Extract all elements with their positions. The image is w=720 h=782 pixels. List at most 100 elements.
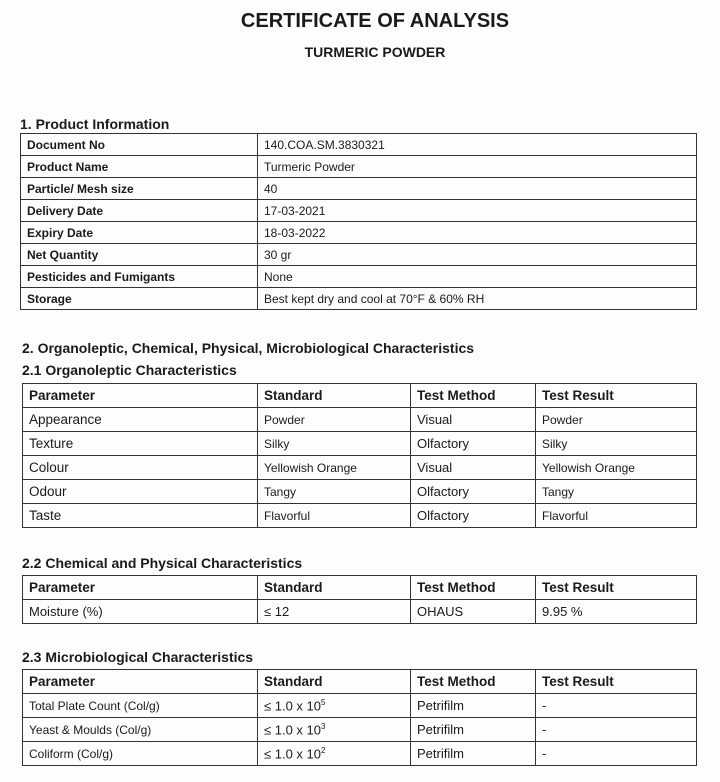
parameter-cell: Moisture (%)	[22, 599, 258, 624]
field-value: 17-03-2021	[257, 199, 697, 222]
parameter-cell: Appearance	[22, 407, 258, 432]
standard-cell: ≤ 1.0 x 103	[257, 717, 411, 742]
table-row: Total Plate Count (Col/g) ≤ 1.0 x 105 Petr…	[22, 693, 697, 718]
organoleptic-heading: 2.1 Organoleptic Characteristics	[22, 362, 237, 378]
organoleptic-table: Parameter Standard Test Method Test Result A…	[22, 383, 697, 528]
table-row: Taste Flavorful Olfactory Flavorful	[22, 503, 697, 528]
method-cell: Visual	[410, 407, 536, 432]
table-row: Moisture (%) ≤ 12 OHAUS 9.95 %	[22, 599, 697, 624]
table-row: Storage Best kept dry and cool at 70°F & …	[20, 287, 697, 310]
header-row: Parameter Standard Test Method Test Result	[22, 575, 697, 600]
column-header: Test Method	[410, 383, 536, 408]
result-cell: Yellowish Orange	[535, 455, 697, 480]
result-cell: Tangy	[535, 479, 697, 504]
parameter-cell: Coliform (Col/g)	[22, 741, 258, 766]
method-cell: Olfactory	[410, 431, 536, 456]
column-header: Standard	[257, 383, 411, 408]
table-row: Texture Silky Olfactory Silky	[22, 431, 697, 456]
table-row: Product Name Turmeric Powder	[20, 155, 697, 178]
standard-value: ≤ 1.0 x 10	[264, 722, 322, 738]
field-value: 140.COA.SM.3830321	[257, 133, 697, 156]
column-header: Parameter	[22, 383, 258, 408]
method-cell: Petrifilm	[410, 741, 536, 766]
standard-cell: Silky	[257, 431, 411, 456]
field-value: Best kept dry and cool at 70°F & 60% RH	[257, 287, 697, 310]
method-cell: Olfactory	[410, 503, 536, 528]
table-row: Net Quantity 30 gr	[20, 243, 697, 266]
standard-cell: Tangy	[257, 479, 411, 504]
product-info-table: /* rows generated below */ Document No14…	[20, 133, 697, 310]
parameter-cell: Colour	[22, 455, 258, 480]
field-value: None	[257, 265, 697, 288]
column-header: Test Result	[535, 669, 697, 694]
method-cell: OHAUS	[410, 599, 536, 624]
chemical-table: Parameter Standard Test Method Test Result M…	[22, 575, 697, 624]
standard-cell: ≤ 1.0 x 102	[257, 741, 411, 766]
column-header: Test Result	[535, 383, 697, 408]
method-cell: Olfactory	[410, 479, 536, 504]
table-row: Pesticides and Fumigants None	[20, 265, 697, 288]
field-value: Turmeric Powder	[257, 155, 697, 178]
table-row: Particle/ Mesh size 40	[20, 177, 697, 200]
method-cell: Petrifilm	[410, 693, 536, 718]
table-row: Document No 140.COA.SM.3830321	[20, 133, 697, 156]
parameter-cell: Taste	[22, 503, 258, 528]
result-cell: Powder	[535, 407, 697, 432]
column-header: Test Result	[535, 575, 697, 600]
field-label: Storage	[20, 287, 258, 310]
field-value: 40	[257, 177, 697, 200]
column-header: Parameter	[22, 575, 258, 600]
column-header: Test Method	[410, 575, 536, 600]
field-label: Delivery Date	[20, 199, 258, 222]
field-label: Particle/ Mesh size	[20, 177, 258, 200]
micro-table: Parameter Standard Test Method Test Result T…	[22, 669, 697, 766]
field-label: Product Name	[20, 155, 258, 178]
table-row: Yeast & Moulds (Col/g) ≤ 1.0 x 103 Petrifi…	[22, 717, 697, 742]
parameter-cell: Total Plate Count (Col/g)	[22, 693, 258, 718]
field-label: Pesticides and Fumigants	[20, 265, 258, 288]
standard-exponent: 2	[321, 745, 326, 755]
parameter-cell: Yeast & Moulds (Col/g)	[22, 717, 258, 742]
column-header: Standard	[257, 669, 411, 694]
standard-cell: Flavorful	[257, 503, 411, 528]
table-row: Appearance Powder Visual Powder	[22, 407, 697, 432]
standard-exponent: 3	[321, 721, 326, 731]
standard-cell: Powder	[257, 407, 411, 432]
result-cell: -	[535, 717, 697, 742]
column-header: Parameter	[22, 669, 258, 694]
table-row: Coliform (Col/g) ≤ 1.0 x 102 Petrifilm -	[22, 741, 697, 766]
result-cell: -	[535, 741, 697, 766]
table-row: Expiry Date 18-03-2022	[20, 221, 697, 244]
table-row: Odour Tangy Olfactory Tangy	[22, 479, 697, 504]
field-label: Net Quantity	[20, 243, 258, 266]
standard-value: ≤ 1.0 x 10	[264, 746, 322, 762]
parameter-cell: Texture	[22, 431, 258, 456]
method-cell: Visual	[410, 455, 536, 480]
result-cell: Silky	[535, 431, 697, 456]
chemical-heading: 2.2 Chemical and Physical Characteristic…	[22, 555, 303, 571]
field-label: Expiry Date	[20, 221, 258, 244]
standard-cell: ≤ 1.0 x 105	[257, 693, 411, 718]
standard-exponent: 5	[321, 697, 326, 707]
field-label: Document No	[20, 133, 258, 156]
result-cell: 9.95 %	[535, 599, 697, 624]
table-row: Colour Yellowish Orange Visual Yellowish Or…	[22, 455, 697, 480]
standard-cell: Yellowish Orange	[257, 455, 411, 480]
section-1-heading: 1. Product Information	[20, 116, 170, 132]
method-cell: Petrifilm	[410, 717, 536, 742]
section-2-heading: 2. Organoleptic, Chemical, Physical, Mic…	[22, 340, 475, 356]
result-cell: -	[535, 693, 697, 718]
document-title: CERTIFICATE OF ANALYSIS	[240, 10, 510, 32]
standard-cell: ≤ 12	[257, 599, 411, 624]
result-cell: Flavorful	[535, 503, 697, 528]
column-header: Test Method	[410, 669, 536, 694]
column-header: Standard	[257, 575, 411, 600]
field-value: 18-03-2022	[257, 221, 697, 244]
parameter-cell: Odour	[22, 479, 258, 504]
field-value: 30 gr	[257, 243, 697, 266]
header-row: Parameter Standard Test Method Test Result	[22, 383, 697, 408]
header-row: Parameter Standard Test Method Test Result	[22, 669, 697, 694]
document-subtitle: TURMERIC POWDER	[304, 44, 446, 60]
table-row: Delivery Date 17-03-2021	[20, 199, 697, 222]
